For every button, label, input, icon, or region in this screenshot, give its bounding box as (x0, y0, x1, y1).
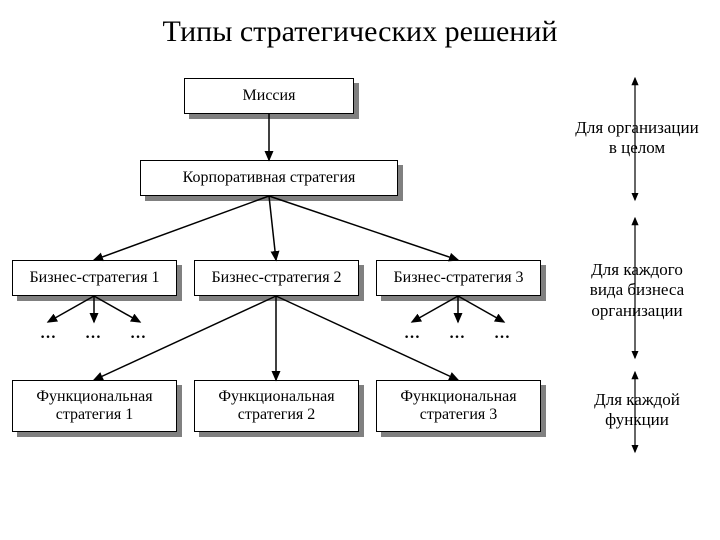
annotation-biz-line3: организации (591, 301, 682, 320)
box-biz2: Бизнес-стратегия 2 (194, 260, 359, 296)
box-mission: Миссия (184, 78, 354, 114)
annotation-func: Для каждой функции (562, 390, 712, 431)
dots-4: … (449, 325, 465, 343)
box-corporate: Корпоративная стратегия (140, 160, 398, 196)
annotation-org-line2: в целом (609, 138, 665, 157)
annotation-biz: Для каждого вида бизнеса организации (562, 260, 712, 321)
title: Типы стратегических решений (0, 15, 720, 49)
dots-5: … (494, 325, 510, 343)
annotation-func-line2: функции (605, 410, 669, 429)
box-biz1: Бизнес-стратегия 1 (12, 260, 177, 296)
annotation-biz-line1: Для каждого (591, 260, 683, 279)
annotation-org-line1: Для организации (575, 118, 698, 137)
dots-3: … (404, 325, 420, 343)
annotation-func-line1: Для каждой (594, 390, 680, 409)
annotation-biz-line2: вида бизнеса (590, 280, 684, 299)
dots-1: … (85, 325, 101, 343)
dots-2: … (130, 325, 146, 343)
box-func2: Функциональная стратегия 2 (194, 380, 359, 432)
box-biz3: Бизнес-стратегия 3 (376, 260, 541, 296)
dots-0: … (40, 325, 56, 343)
box-func3: Функциональная стратегия 3 (376, 380, 541, 432)
annotation-org: Для организации в целом (562, 118, 712, 159)
box-func1: Функциональная стратегия 1 (12, 380, 177, 432)
